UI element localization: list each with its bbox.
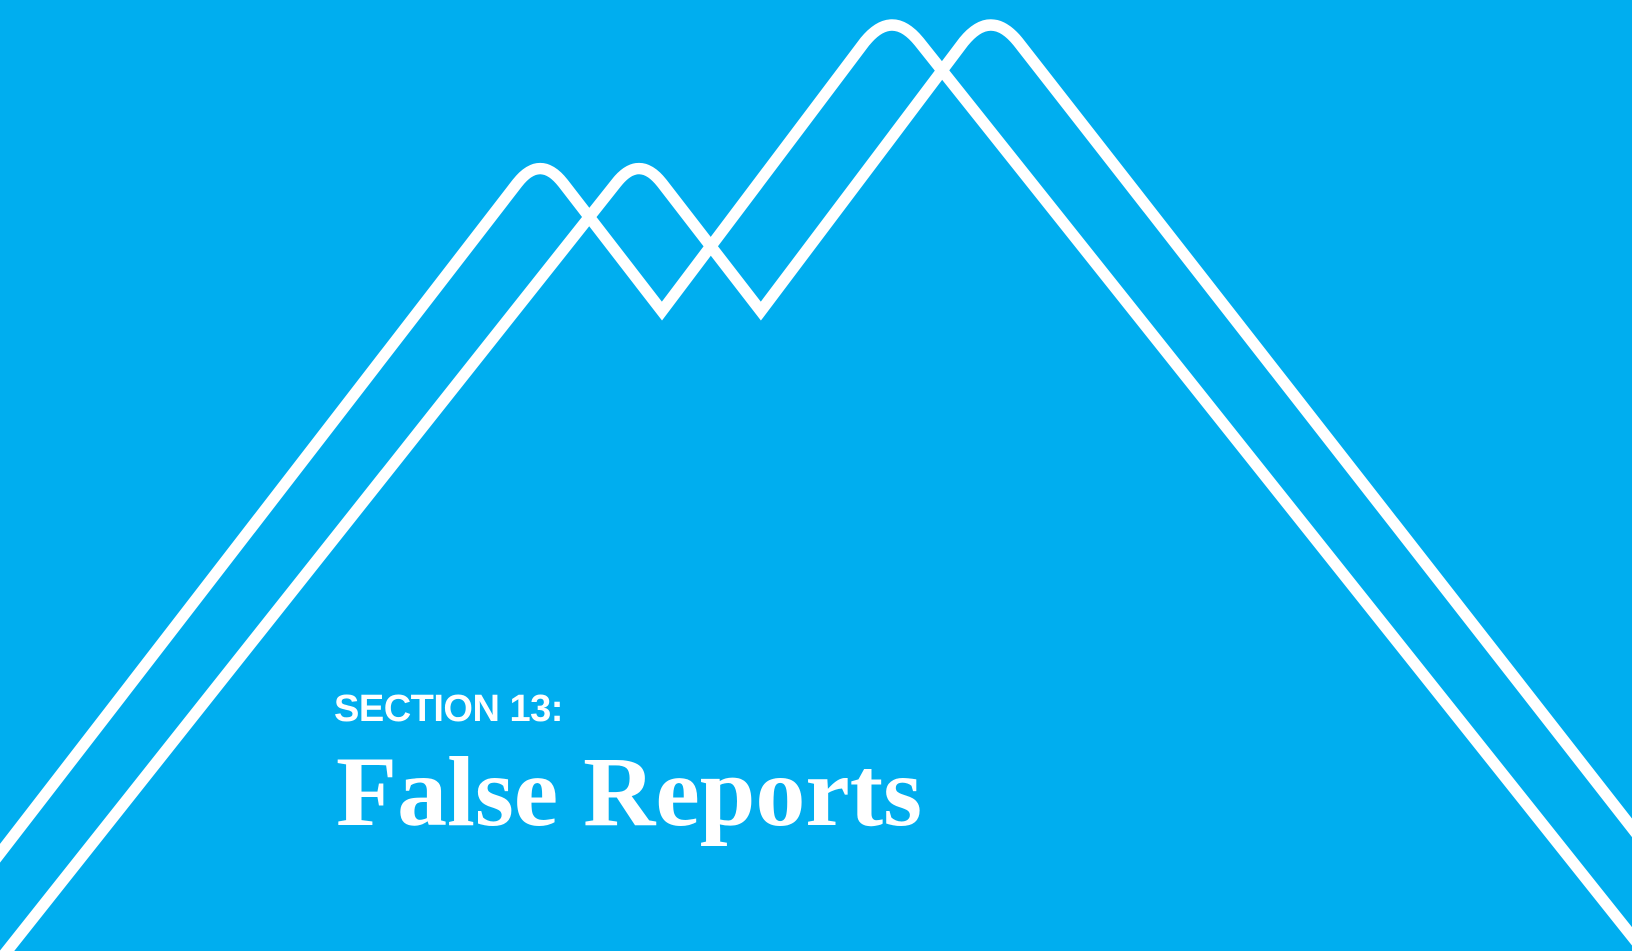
section-title: False Reports bbox=[336, 742, 922, 842]
slide: SECTION 13: False Reports bbox=[0, 0, 1632, 951]
section-label: SECTION 13: bbox=[334, 688, 563, 731]
